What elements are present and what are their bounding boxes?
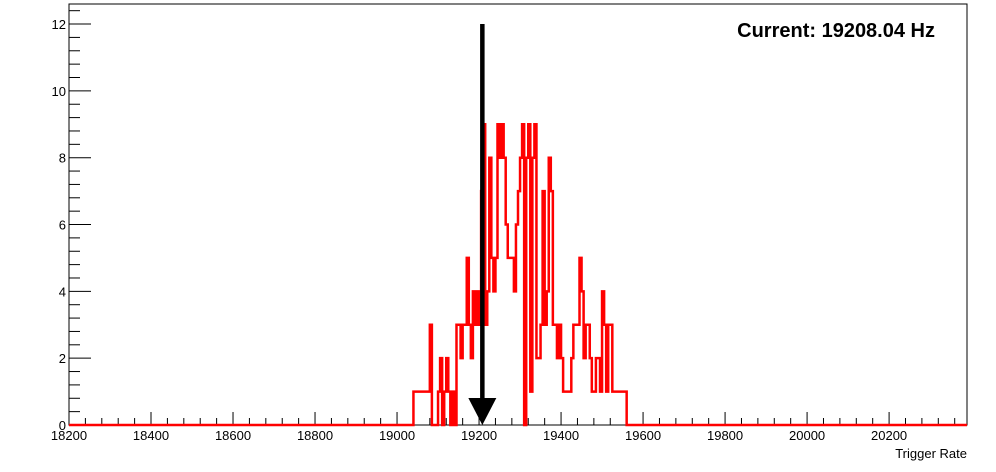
histogram-series <box>69 123 967 427</box>
x-tick-label: 18400 <box>133 428 169 443</box>
histogram-line <box>69 123 967 427</box>
y-tick-label: 6 <box>59 218 66 233</box>
y-tick-label: 0 <box>59 418 66 433</box>
x-tick-label: 18800 <box>297 428 333 443</box>
x-tick-label: 19200 <box>461 428 497 443</box>
x-tick-label: 18200 <box>51 428 87 443</box>
x-tick-label: 20000 <box>789 428 825 443</box>
y-tick-label: 10 <box>52 84 66 99</box>
y-tick-label: 4 <box>59 284 66 299</box>
y-tick-label: 8 <box>59 151 66 166</box>
arrow-head <box>468 398 497 425</box>
y-tick-label: 2 <box>59 351 66 366</box>
x-tick-label: 19600 <box>625 428 661 443</box>
current-rate-annotation: Current: 19208.04 Hz <box>737 20 935 42</box>
current-rate-arrow <box>468 24 497 425</box>
x-axis-title: Trigger Rate <box>895 446 967 461</box>
x-tick-label: 19800 <box>707 428 743 443</box>
x-tick-label: 18600 <box>215 428 251 443</box>
x-tick-label: 20200 <box>871 428 907 443</box>
y-tick-label: 12 <box>52 17 66 32</box>
x-tick-label: 19000 <box>379 428 415 443</box>
x-tick-label: 19400 <box>543 428 579 443</box>
x-axis-ticks: 18200 18400 18600 18800 19000 19200 19400 19600… <box>51 412 956 443</box>
